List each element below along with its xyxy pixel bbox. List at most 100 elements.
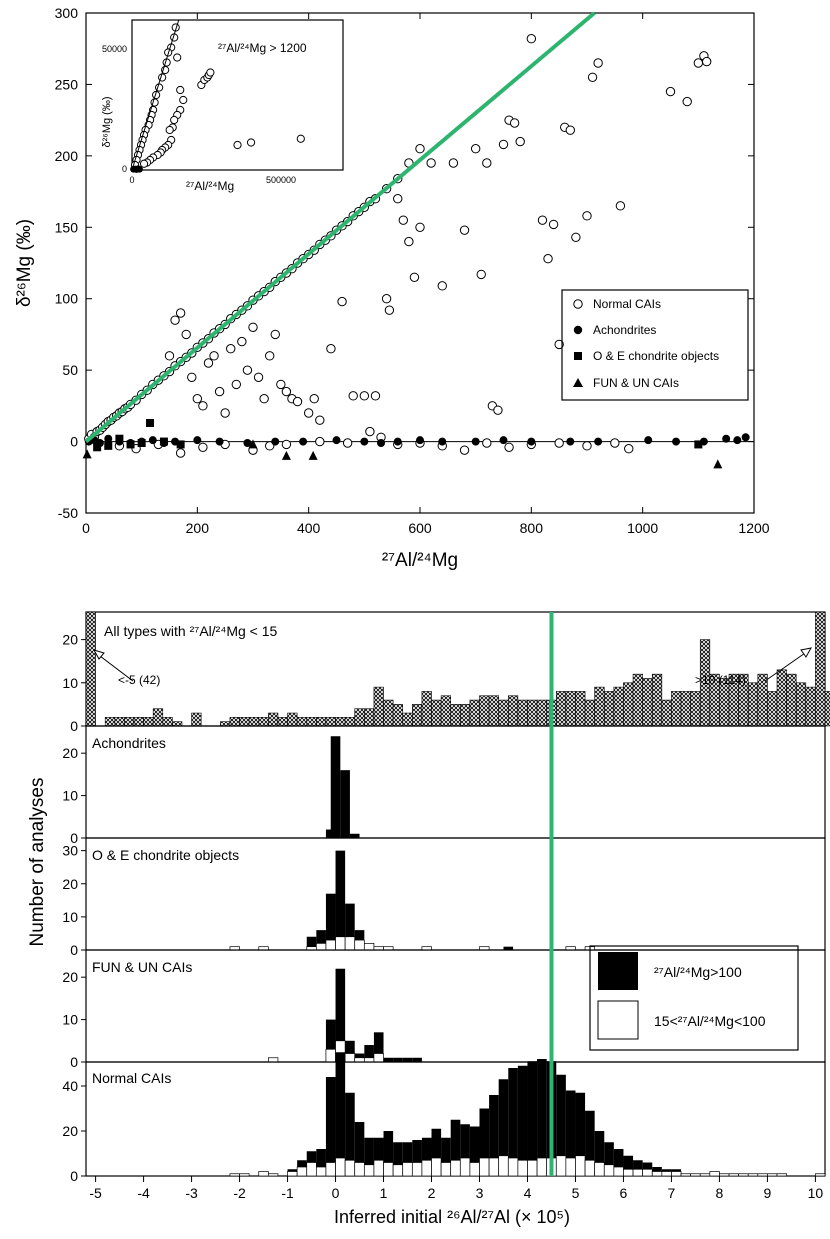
histogram-y-tick-label: 10 <box>62 909 78 925</box>
histogram-bar-mid-ratio <box>671 1171 682 1177</box>
histogram-bar-all-types <box>651 673 663 727</box>
histogram-x-tick-label: -5 <box>89 1185 102 1201</box>
data-point-achondrite <box>360 437 369 446</box>
histogram-bar-high-ratio <box>575 1092 586 1176</box>
data-point-achondrite <box>193 436 202 445</box>
scatter-y-tick-label: 200 <box>55 148 79 164</box>
histogram-bar-mid-ratio <box>709 1171 720 1177</box>
data-point-normal-cai <box>470 144 481 154</box>
inset-fit-line <box>131 19 180 171</box>
data-point-normal-cai <box>370 391 381 401</box>
histogram-bar-all-types <box>124 717 135 727</box>
histogram-bar-mid-ratio <box>594 1162 605 1177</box>
data-point-chondrite-object <box>115 434 124 443</box>
histogram-bar-high-ratio <box>383 1057 394 1062</box>
data-point-normal-cai <box>359 391 370 401</box>
histogram-bar-mid-ratio <box>479 1157 490 1177</box>
legend-label-mid-ratio: 15<²⁷Al/²⁴Mg<100 <box>654 1013 766 1029</box>
histogram-bar-mid-ratio <box>776 1173 787 1177</box>
legend-filled-circle-marker <box>573 325 583 335</box>
histogram-y-tick-label: 20 <box>62 1123 78 1139</box>
data-point-normal-cai <box>209 351 219 361</box>
data-point-normal-cai <box>498 139 509 150</box>
data-point-normal-cai <box>187 372 197 382</box>
histogram-bar-all-types <box>680 691 691 727</box>
inset-label: ²⁷Al/²⁴Mg > 1200 <box>218 41 307 55</box>
legend-filled-square-marker <box>574 352 582 360</box>
histogram-bar-all-types <box>507 695 519 727</box>
data-point-normal-cai <box>415 222 425 232</box>
histogram-bar-all-types <box>479 695 490 727</box>
histogram-bar-mid-ratio <box>344 1053 356 1063</box>
histogram-bar-high-ratio <box>537 1059 547 1176</box>
data-point-normal-cai <box>482 158 492 168</box>
histogram-bar-high-ratio <box>345 1092 355 1176</box>
histogram-bar-high-ratio <box>498 1079 509 1176</box>
histogram-x-ticks: -5 -4 -3 -2 -1 0 1 2 3 4 5 6 7 8 9 10 <box>89 1176 823 1201</box>
data-point-chondrite-object <box>137 439 146 447</box>
histogram-bar-mid-ratio <box>325 1162 336 1177</box>
histogram-bar-mid-ratio <box>392 1164 404 1177</box>
histogram-bar-all-types <box>440 695 452 727</box>
inset-point-normal-cai <box>176 85 185 95</box>
histogram-bar-high-ratio <box>421 1137 432 1176</box>
data-point-normal-cai <box>459 445 470 455</box>
histogram-bar-mid-ratio <box>565 1157 576 1177</box>
histogram-bar-high-ratio <box>340 770 350 838</box>
histogram-bar-mid-ratio <box>268 1057 279 1063</box>
data-point-normal-cai <box>701 56 712 67</box>
histogram-bar-all-types <box>824 691 830 727</box>
histogram-bar-mid-ratio <box>354 1162 365 1177</box>
histogram-bar-high-ratio <box>469 1126 480 1176</box>
histogram-legend: ²⁷Al/²⁴Mg>100 15<²⁷Al/²⁴Mg<100 <box>589 945 799 1051</box>
histogram-bar-high-ratio <box>489 1095 499 1176</box>
data-point-normal-cai <box>214 386 225 397</box>
scatter-x-ticks: 0 200 400 600 800 1000 1200 <box>82 13 770 536</box>
histogram-bar-mid-ratio <box>815 1173 826 1177</box>
data-point-achondrite <box>416 436 424 445</box>
panel-label-fun-un-cais: FUN & UN CAIs <box>92 959 192 975</box>
legend-label-achondrites: Achondrites <box>593 323 656 337</box>
data-point-normal-cai <box>582 441 592 451</box>
histogram-x-tick-label: 9 <box>764 1185 772 1201</box>
histogram-x-tick-label: -2 <box>233 1185 246 1201</box>
histogram-bar-mid-ratio <box>469 1162 480 1177</box>
histogram-bar-all-types <box>421 691 432 727</box>
scatter-x-tick-label: 0 <box>82 520 90 536</box>
histogram-bar-all-types <box>584 699 595 727</box>
histogram-bar-high-ratio <box>479 1108 490 1176</box>
data-point-normal-cai <box>543 254 553 264</box>
histogram-bar-mid-ratio <box>757 1173 768 1177</box>
inset-point-normal-cai <box>296 134 305 143</box>
legend-white-swatch <box>597 1000 639 1040</box>
data-point-normal-cai <box>415 144 425 154</box>
data-point-normal-cai <box>554 339 564 350</box>
data-point-normal-cai <box>175 308 186 318</box>
histogram-bar-all-types <box>143 717 154 727</box>
scatter-y-tick-label: 300 <box>55 5 79 21</box>
data-point-normal-cai <box>693 58 704 68</box>
histogram-bar-high-ratio <box>402 1057 413 1062</box>
histogram-bar-high-ratio <box>604 1142 614 1176</box>
data-point-normal-cai <box>665 86 676 97</box>
histogram-bar-mid-ratio <box>690 1173 701 1177</box>
annotation-right: >10 (114) <box>695 647 812 687</box>
histogram-y-tick-label: 0 <box>70 718 78 734</box>
histogram-bar-high-ratio <box>450 1119 461 1176</box>
histogram-bar-mid-ratio <box>335 936 346 951</box>
histogram-bar-all-types <box>114 717 125 727</box>
histogram-bar-mid-ratio <box>431 1157 442 1177</box>
data-point-chondrite-object <box>146 419 155 427</box>
histogram-bar-mid-ratio <box>229 1173 240 1177</box>
histogram-bar-all-types <box>594 686 605 727</box>
histogram-bar-mid-ratio <box>623 1168 634 1177</box>
scatter-y-ticks: -50 0 50 100 150 200 250 300 <box>55 5 754 521</box>
histogram-bar-all-types <box>498 699 509 727</box>
histogram-x-tick-label: -3 <box>185 1185 198 1201</box>
data-point-normal-cai <box>342 438 353 448</box>
data-point-normal-cai <box>315 436 325 447</box>
histogram-bar-mid-ratio <box>498 1155 509 1177</box>
histogram-bar-mid-ratio <box>613 1166 624 1177</box>
data-point-fun-un-cai <box>281 450 291 460</box>
histogram-bar-high-ratio <box>402 1142 413 1176</box>
